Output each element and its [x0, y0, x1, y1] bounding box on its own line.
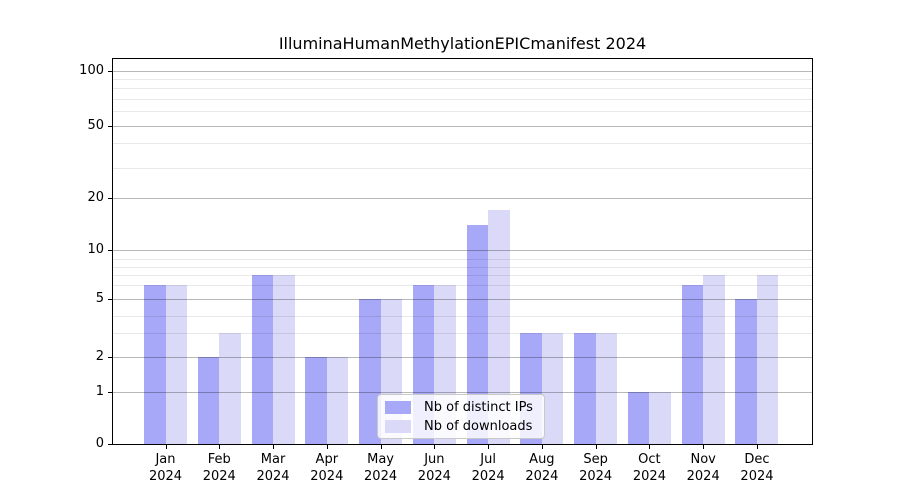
bar-downloads-oct	[649, 391, 671, 444]
y-tick-label: 20	[87, 190, 104, 206]
x-tick-label-may: May 2024	[364, 452, 398, 484]
minor-gridline	[113, 88, 812, 90]
bar-downloads-apr	[326, 356, 349, 444]
bar-distinct-ips-jan	[144, 285, 166, 444]
y-tick-label: 10	[87, 242, 104, 258]
grid-layer	[113, 59, 812, 444]
x-tick-label-mar: Mar 2024	[256, 452, 290, 484]
x-tick-label-oct: Oct 2024	[632, 452, 666, 484]
bar-downloads-dec	[756, 275, 779, 444]
major-gridline	[113, 70, 812, 72]
major-gridline	[113, 298, 812, 300]
chart-title: IlluminaHumanMethylationEPICmanifest 202…	[278, 34, 647, 53]
bar-distinct-ips-nov	[681, 285, 704, 444]
plot-area	[112, 58, 813, 445]
minor-gridline	[113, 143, 812, 145]
y-tick-mark	[108, 444, 112, 446]
x-tick-mark	[219, 445, 221, 449]
x-tick-mark	[273, 445, 275, 449]
y-tick-label: 1	[95, 383, 104, 399]
x-tick-label-sep: Sep 2024	[579, 452, 613, 484]
x-tick-mark	[541, 445, 543, 449]
bar-downloads-aug	[541, 333, 564, 444]
x-tick-mark	[703, 445, 705, 449]
bar-distinct-ips-jul	[466, 225, 489, 444]
legend: Nb of distinct IPs Nb of downloads	[377, 394, 545, 439]
major-gridline	[113, 126, 812, 127]
minor-gridline	[113, 79, 812, 80]
x-tick-mark	[434, 445, 436, 449]
minor-gridline	[113, 99, 812, 101]
bar-distinct-ips-sep	[574, 333, 596, 444]
bar-downloads-sep	[595, 333, 618, 444]
y-tick-label: 2	[95, 348, 104, 364]
x-tick-mark	[756, 445, 758, 449]
x-tick-mark	[380, 445, 382, 449]
bar-downloads-mar	[273, 275, 295, 444]
y-tick-label: 100	[79, 62, 104, 78]
major-gridline	[113, 198, 812, 200]
bar-distinct-ips-feb	[197, 356, 220, 444]
bar-distinct-ips-dec	[735, 298, 757, 444]
minor-gridline	[113, 275, 812, 276]
bar-distinct-ips-apr	[305, 356, 327, 444]
y-tick-label: 0	[95, 436, 104, 452]
x-tick-mark	[165, 445, 167, 449]
minor-gridline	[113, 266, 812, 268]
y-tick-mark	[108, 250, 112, 252]
bar-distinct-ips-may	[359, 298, 381, 444]
x-tick-label-jun: Jun 2024	[417, 452, 451, 484]
x-tick-mark	[595, 445, 597, 449]
x-tick-label-apr: Apr 2024	[310, 452, 344, 484]
x-tick-label-feb: Feb 2024	[202, 452, 236, 484]
y-tick-label: 5	[95, 290, 104, 306]
bar-downloads-nov	[703, 275, 725, 444]
x-tick-label-aug: Aug 2024	[525, 452, 559, 484]
x-tick-mark	[326, 445, 328, 449]
major-gridline	[113, 356, 812, 358]
y-tick-mark	[108, 298, 112, 300]
bar-downloads-jan	[165, 285, 187, 444]
major-gridline	[113, 250, 812, 252]
legend-row: Nb of distinct IPs	[385, 400, 536, 415]
bars-layer	[113, 59, 812, 444]
y-tick-mark	[108, 70, 112, 72]
x-tick-label-nov: Nov 2024	[686, 452, 720, 484]
legend-label: Nb of downloads	[424, 418, 533, 434]
minor-gridline	[113, 259, 812, 260]
legend-label: Nb of distinct IPs	[424, 399, 533, 415]
y-tick-mark	[108, 356, 112, 358]
x-tick-mark	[488, 445, 490, 449]
x-tick-label-dec: Dec 2024	[740, 452, 774, 484]
minor-gridline	[113, 333, 812, 335]
bar-downloads-feb	[219, 333, 241, 444]
minor-gridline	[113, 285, 812, 286]
x-tick-mark	[649, 445, 651, 449]
legend-row: Nb of downloads	[385, 419, 536, 434]
x-tick-label-jul: Jul 2024	[471, 452, 505, 484]
legend-swatch-downloads	[385, 419, 411, 433]
bar-distinct-ips-oct	[627, 391, 650, 444]
y-tick-mark	[108, 198, 112, 200]
bar-downloads-jul	[488, 210, 510, 444]
minor-gridline	[113, 111, 812, 112]
minor-gridline	[113, 315, 812, 317]
y-tick-mark	[108, 391, 112, 393]
y-tick-mark	[108, 126, 112, 127]
minor-gridline	[113, 168, 812, 170]
major-gridline	[113, 391, 812, 393]
bar-distinct-ips-mar	[251, 275, 274, 444]
x-tick-label-jan: Jan 2024	[148, 452, 183, 484]
y-tick-label: 50	[87, 118, 104, 133]
legend-swatch-distinct-ips	[385, 400, 411, 414]
